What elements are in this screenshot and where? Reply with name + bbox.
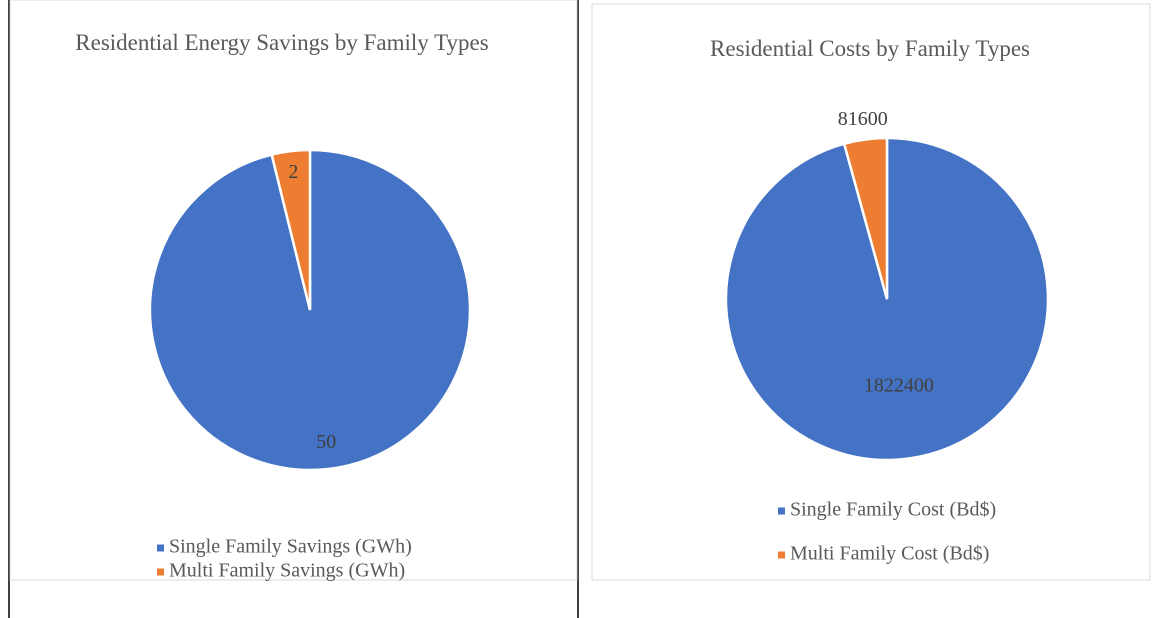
chart-frame <box>9 0 578 581</box>
legend-swatch <box>778 551 785 559</box>
data-label: 2 <box>288 161 298 183</box>
legend-swatch <box>157 544 164 552</box>
data-label: 1822400 <box>864 374 934 396</box>
pie-slice <box>842 136 889 300</box>
legend-swatch <box>157 568 164 576</box>
legend-label: Single Family Cost (Bd$) <box>790 499 996 521</box>
legend-label: Single Family Savings (GWh) <box>169 536 412 558</box>
title-box: Residential Energy Savings by Family Typ… <box>75 30 489 55</box>
pie-slice <box>270 148 312 311</box>
chart-frame <box>591 3 1151 581</box>
data-label: 50 <box>316 431 336 453</box>
data-label: 81600 <box>838 108 888 130</box>
chart-title: Residential Costs by Family Types <box>710 36 1030 61</box>
legend-label: Multi Family Savings (GWh) <box>169 560 405 582</box>
legend-swatch <box>778 507 785 515</box>
title-box: Residential Costs by Family Types <box>710 36 1030 61</box>
chart-title: Residential Energy Savings by Family Typ… <box>75 30 489 55</box>
legend-label: Multi Family Cost (Bd$) <box>790 543 989 565</box>
